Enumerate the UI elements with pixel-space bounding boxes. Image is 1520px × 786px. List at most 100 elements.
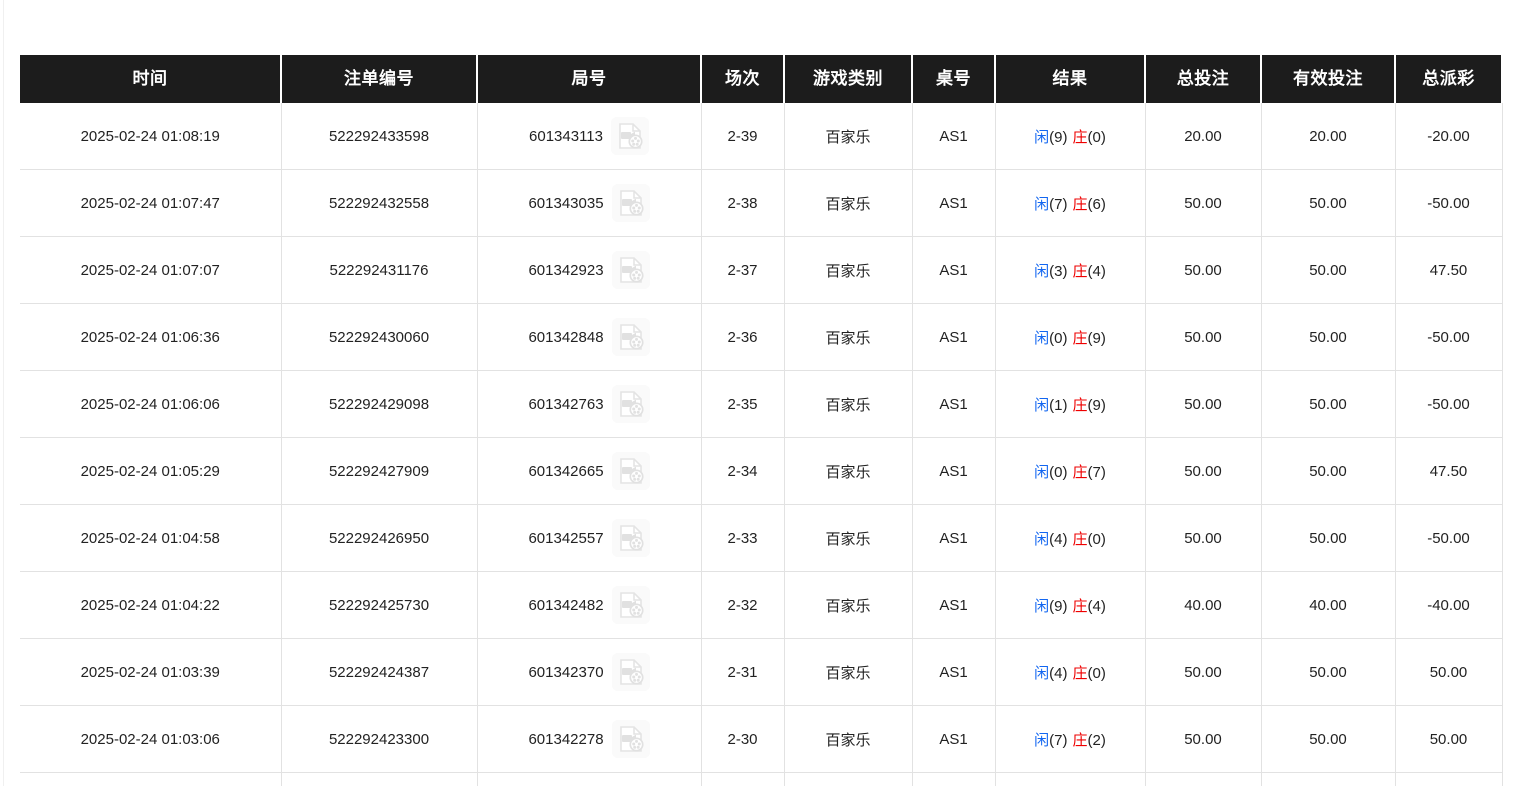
round-number-with-replay: 601342557 bbox=[484, 519, 695, 557]
table-header-row: 时间 注单编号 局号 场次 游戏类别 桌号 结果 总投注 有效投注 总派彩 bbox=[20, 55, 1503, 103]
cell-total-bet[interactable]: 50.00 bbox=[1145, 169, 1262, 237]
cell-total-bet[interactable]: 20.00 bbox=[1145, 103, 1262, 170]
cell-total-bet[interactable]: 50.00 bbox=[1145, 303, 1262, 371]
video-file-icon[interactable] bbox=[611, 452, 650, 490]
result-banker-label: 庄 bbox=[1072, 128, 1088, 146]
cell-session: 2-31 bbox=[701, 638, 785, 706]
video-file-icon[interactable] bbox=[611, 720, 650, 758]
cell-game-type bbox=[784, 772, 913, 786]
cell-valid-bet: 50.00 bbox=[1261, 705, 1396, 773]
cell-game-type: 百家乐 bbox=[784, 303, 913, 371]
result-player-point: (7) bbox=[1049, 195, 1068, 213]
table-row[interactable]: 2025-02-24 01:07:47 522292432558 601343035… bbox=[20, 169, 1503, 237]
result-player-point: (9) bbox=[1049, 128, 1068, 146]
cell-result: 闲(9) 庄(0) bbox=[995, 103, 1146, 170]
video-file-icon[interactable] bbox=[611, 653, 650, 691]
cell-round-number: 601342665 bbox=[477, 437, 702, 505]
table-row[interactable]: 2025-02-24 01:03:39 522292424387 601342370… bbox=[20, 638, 1503, 706]
result-player-point: (9) bbox=[1049, 597, 1068, 615]
column-header-session[interactable]: 场次 bbox=[701, 55, 785, 103]
cell-total-bet[interactable]: 50.00 bbox=[1145, 705, 1262, 773]
cell-game-type: 百家乐 bbox=[784, 437, 913, 505]
cell-game-type: 百家乐 bbox=[784, 103, 913, 170]
result-player-label: 闲 bbox=[1034, 530, 1050, 548]
cell-bet-number: 522292431176 bbox=[281, 236, 478, 304]
round-number-text: 601342482 bbox=[528, 596, 604, 614]
cell-result: 闲(4) 庄(0) bbox=[995, 638, 1146, 706]
video-file-icon[interactable] bbox=[611, 184, 650, 222]
cell-result: 闲(0) 庄(7) bbox=[995, 437, 1146, 505]
column-header-result[interactable]: 结果 bbox=[995, 55, 1146, 103]
cell-valid-bet: 50.00 bbox=[1261, 370, 1396, 438]
result-banker-point: (4) bbox=[1087, 262, 1106, 280]
cell-result: 闲(9) 庄(4) bbox=[995, 571, 1146, 639]
table-row[interactable]: 2025-02-24 01:06:36 522292430060 601342848… bbox=[20, 303, 1503, 371]
cell-total-bet[interactable] bbox=[1145, 772, 1262, 786]
cell-total-bet[interactable]: 50.00 bbox=[1145, 236, 1262, 304]
cell-payout: -20.00 bbox=[1395, 103, 1503, 170]
table-row[interactable] bbox=[20, 772, 1503, 786]
cell-table-number: AS1 bbox=[912, 169, 996, 237]
result-player-label: 闲 bbox=[1034, 262, 1050, 280]
cell-time: 2025-02-24 01:07:07 bbox=[20, 236, 282, 304]
cell-total-bet[interactable]: 50.00 bbox=[1145, 437, 1262, 505]
cell-time bbox=[20, 772, 282, 786]
cell-total-bet[interactable]: 50.00 bbox=[1145, 638, 1262, 706]
table-row[interactable]: 2025-02-24 01:07:07 522292431176 601342923… bbox=[20, 236, 1503, 304]
result-player-label: 闲 bbox=[1034, 731, 1050, 749]
result-player-point: (4) bbox=[1049, 664, 1068, 682]
video-file-icon[interactable] bbox=[611, 251, 650, 289]
column-header-bet_no[interactable]: 注单编号 bbox=[281, 55, 478, 103]
cell-payout: -50.00 bbox=[1395, 504, 1503, 572]
result-player-label: 闲 bbox=[1034, 597, 1050, 615]
column-header-game_type[interactable]: 游戏类别 bbox=[784, 55, 913, 103]
video-file-icon[interactable] bbox=[611, 318, 650, 356]
cell-payout bbox=[1395, 772, 1503, 786]
cell-table-number: AS1 bbox=[912, 303, 996, 371]
result-player-point: (0) bbox=[1049, 463, 1068, 481]
table-body: 2025-02-24 01:08:19 522292433598 601343113… bbox=[20, 103, 1503, 786]
column-header-round_no[interactable]: 局号 bbox=[477, 55, 702, 103]
cell-time: 2025-02-24 01:06:06 bbox=[20, 370, 282, 438]
table-row[interactable]: 2025-02-24 01:04:58 522292426950 601342557… bbox=[20, 504, 1503, 572]
cell-total-bet[interactable]: 50.00 bbox=[1145, 504, 1262, 572]
video-file-icon[interactable] bbox=[611, 519, 650, 557]
cell-payout: 50.00 bbox=[1395, 638, 1503, 706]
column-header-total_bet[interactable]: 总投注 bbox=[1145, 55, 1262, 103]
table-row[interactable]: 2025-02-24 01:05:29 522292427909 601342665… bbox=[20, 437, 1503, 505]
cell-total-bet[interactable]: 40.00 bbox=[1145, 571, 1262, 639]
result-banker-label: 庄 bbox=[1072, 195, 1088, 213]
cell-result: 闲(3) 庄(4) bbox=[995, 236, 1146, 304]
cell-session: 2-30 bbox=[701, 705, 785, 773]
cell-session: 2-37 bbox=[701, 236, 785, 304]
cell-payout: -40.00 bbox=[1395, 571, 1503, 639]
cell-bet-number: 522292432558 bbox=[281, 169, 478, 237]
cell-round-number: 601342482 bbox=[477, 571, 702, 639]
cell-time: 2025-02-24 01:04:58 bbox=[20, 504, 282, 572]
result-player-label: 闲 bbox=[1034, 329, 1050, 347]
round-number-text: 601342763 bbox=[528, 395, 604, 413]
table-row[interactable]: 2025-02-24 01:03:06 522292423300 601342278… bbox=[20, 705, 1503, 773]
result-banker-label: 庄 bbox=[1072, 396, 1088, 414]
cell-result: 闲(1) 庄(9) bbox=[995, 370, 1146, 438]
table-row[interactable]: 2025-02-24 01:06:06 522292429098 601342763… bbox=[20, 370, 1503, 438]
bet-records-table: 时间 注单编号 局号 场次 游戏类别 桌号 结果 总投注 有效投注 总派彩 2025-02-24 … bbox=[20, 55, 1503, 786]
table-row[interactable]: 2025-02-24 01:04:22 522292425730 601342482… bbox=[20, 571, 1503, 639]
table-row[interactable]: 2025-02-24 01:08:19 522292433598 601343113… bbox=[20, 103, 1503, 170]
cell-total-bet[interactable]: 50.00 bbox=[1145, 370, 1262, 438]
video-file-icon[interactable] bbox=[610, 117, 649, 155]
video-file-icon[interactable] bbox=[611, 586, 650, 624]
result-banker-point: (2) bbox=[1087, 731, 1106, 749]
video-file-icon[interactable] bbox=[611, 385, 650, 423]
cell-time: 2025-02-24 01:07:47 bbox=[20, 169, 282, 237]
column-header-payout[interactable]: 总派彩 bbox=[1395, 55, 1503, 103]
cell-bet-number: 522292425730 bbox=[281, 571, 478, 639]
cell-time: 2025-02-24 01:03:06 bbox=[20, 705, 282, 773]
cell-result: 闲(7) 庄(6) bbox=[995, 169, 1146, 237]
cell-game-type: 百家乐 bbox=[784, 370, 913, 438]
column-header-table_no[interactable]: 桌号 bbox=[912, 55, 996, 103]
cell-session: 2-38 bbox=[701, 169, 785, 237]
column-header-valid_bet[interactable]: 有效投注 bbox=[1261, 55, 1396, 103]
column-header-time[interactable]: 时间 bbox=[20, 55, 282, 103]
cell-time: 2025-02-24 01:08:19 bbox=[20, 103, 282, 170]
